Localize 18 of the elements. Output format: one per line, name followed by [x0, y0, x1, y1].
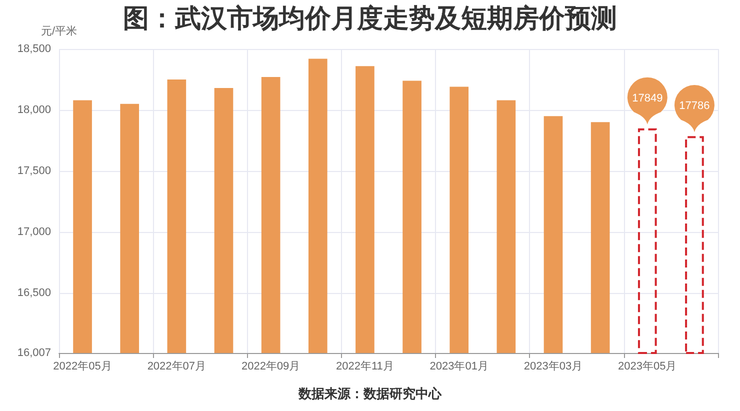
data-label: 17849 — [632, 92, 663, 104]
y-tick-label: 16,500 — [17, 286, 51, 299]
y-tick-label: 16,007 — [17, 347, 51, 359]
x-tick-label: 2022年07月 — [147, 360, 206, 372]
x-tick-label: 2022年09月 — [241, 360, 300, 372]
data-label: 17786 — [679, 100, 710, 112]
x-tick-label: 2023年03月 — [524, 360, 583, 372]
x-tick-label: 2023年05月 — [618, 360, 677, 372]
source-note: 数据来源：数据研究中心 — [298, 386, 442, 401]
x-tick-label: 2022年11月 — [336, 360, 394, 372]
y-tick-label: 17,500 — [17, 164, 51, 177]
chart-title: 图：武汉市场均价月度走势及短期房价预测 — [123, 3, 617, 33]
x-tick-label: 2022年05月 — [53, 360, 112, 372]
x-tick-label: 2023年01月 — [430, 360, 488, 372]
y-axis-title: 元/平米 — [40, 24, 78, 38]
y-tick-label: 18,500 — [17, 43, 51, 55]
y-tick-label: 17,000 — [17, 226, 51, 238]
y-tick-label: 18,000 — [17, 104, 51, 116]
